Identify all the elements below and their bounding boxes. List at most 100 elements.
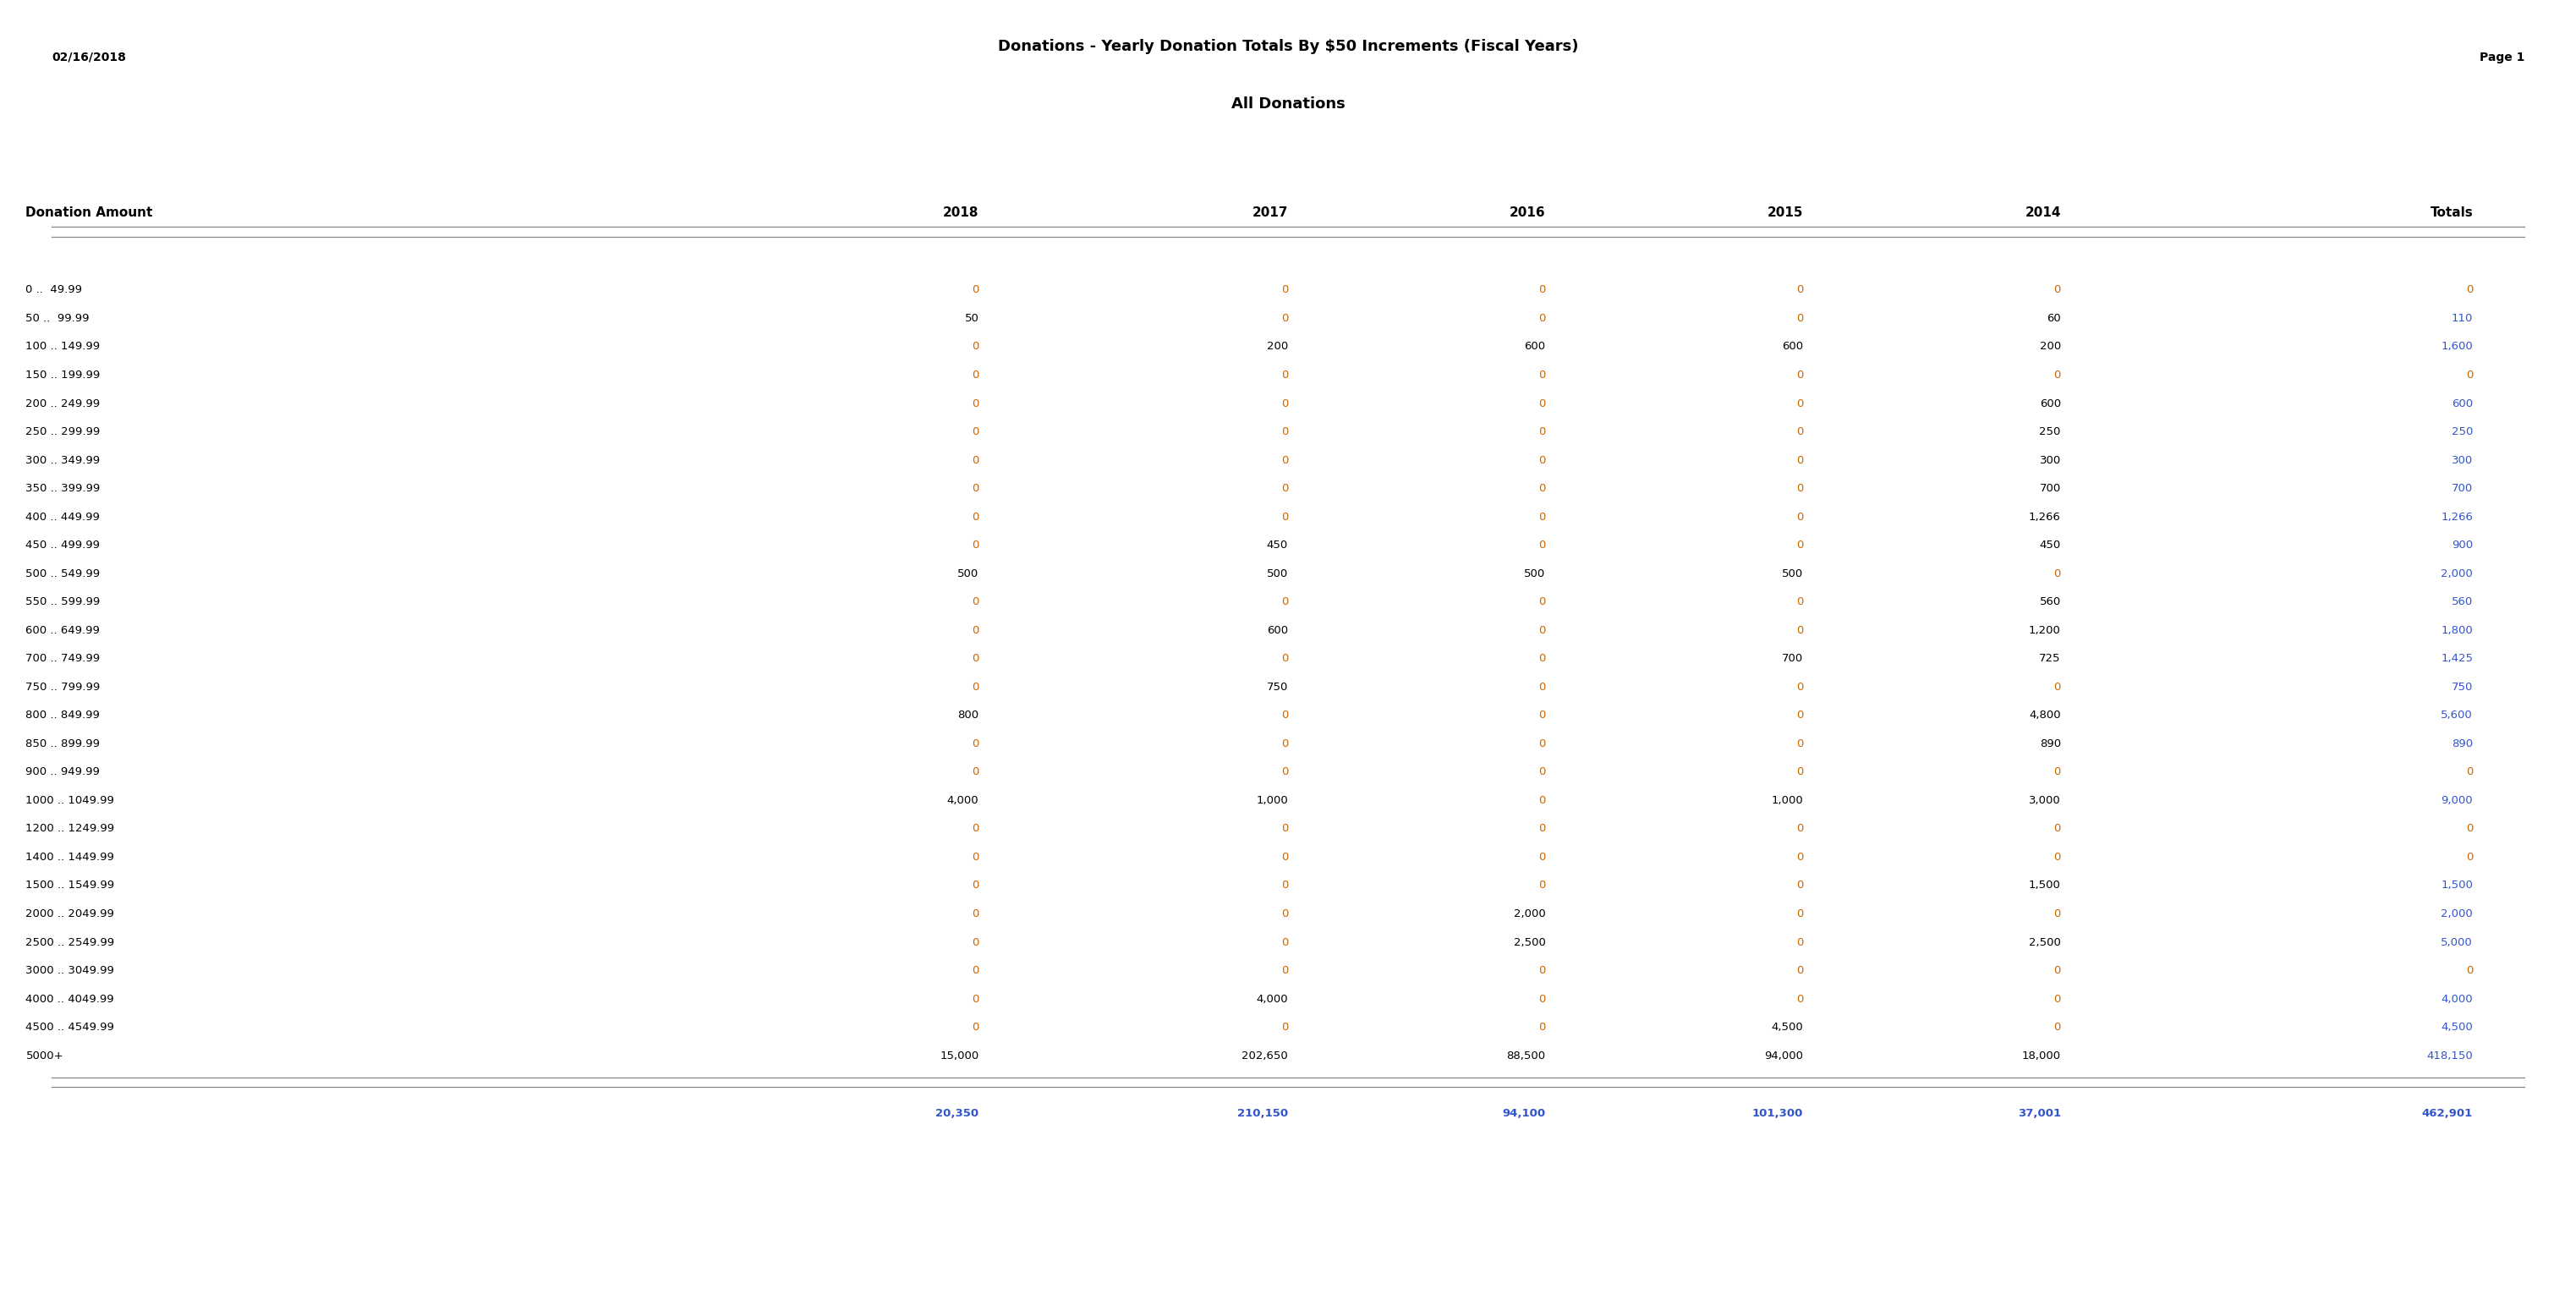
Text: 0: 0 — [1795, 965, 1803, 976]
Text: 418,150: 418,150 — [2427, 1051, 2473, 1061]
Text: 0: 0 — [1280, 398, 1288, 409]
Text: 500: 500 — [958, 568, 979, 579]
Text: 450: 450 — [1267, 540, 1288, 550]
Text: 0: 0 — [1795, 767, 1803, 777]
Text: 0: 0 — [1280, 1022, 1288, 1032]
Text: 300 .. 349.99: 300 .. 349.99 — [26, 455, 100, 465]
Text: 250: 250 — [2040, 427, 2061, 437]
Text: 0: 0 — [1538, 710, 1546, 721]
Text: 0: 0 — [1795, 398, 1803, 409]
Text: 0: 0 — [1795, 625, 1803, 635]
Text: 0: 0 — [1280, 455, 1288, 465]
Text: 2,000: 2,000 — [1515, 909, 1546, 919]
Text: 300: 300 — [2040, 455, 2061, 465]
Text: 560: 560 — [2452, 597, 2473, 607]
Text: 0: 0 — [971, 398, 979, 409]
Text: 20,350: 20,350 — [935, 1109, 979, 1119]
Text: 450: 450 — [2040, 540, 2061, 550]
Text: 0: 0 — [2465, 852, 2473, 862]
Text: 60: 60 — [2048, 313, 2061, 324]
Text: 0: 0 — [1795, 739, 1803, 749]
Text: 1,425: 1,425 — [2442, 654, 2473, 664]
Text: 850 .. 899.99: 850 .. 899.99 — [26, 739, 100, 749]
Text: 0: 0 — [1538, 313, 1546, 324]
Text: 100 .. 149.99: 100 .. 149.99 — [26, 342, 100, 352]
Text: 750: 750 — [1267, 682, 1288, 692]
Text: 0: 0 — [1280, 512, 1288, 522]
Text: 2500 .. 2549.99: 2500 .. 2549.99 — [26, 937, 116, 947]
Text: 500 .. 549.99: 500 .. 549.99 — [26, 568, 100, 579]
Text: 50: 50 — [963, 313, 979, 324]
Text: 560: 560 — [2040, 597, 2061, 607]
Text: 0: 0 — [1280, 370, 1288, 380]
Text: 500: 500 — [1783, 568, 1803, 579]
Text: 2,500: 2,500 — [2030, 937, 2061, 947]
Text: 1,600: 1,600 — [2442, 342, 2473, 352]
Text: 0: 0 — [1280, 313, 1288, 324]
Text: 0: 0 — [1280, 483, 1288, 494]
Text: 4,000: 4,000 — [2442, 994, 2473, 1004]
Text: 0: 0 — [1795, 597, 1803, 607]
Text: 0: 0 — [1795, 512, 1803, 522]
Text: Page 1: Page 1 — [2478, 52, 2524, 63]
Text: 5,600: 5,600 — [2442, 710, 2473, 721]
Text: 0: 0 — [1538, 597, 1546, 607]
Text: 0: 0 — [1795, 909, 1803, 919]
Text: 0: 0 — [2053, 682, 2061, 692]
Text: 0: 0 — [971, 625, 979, 635]
Text: 0: 0 — [1538, 512, 1546, 522]
Text: 0: 0 — [1538, 767, 1546, 777]
Text: 0: 0 — [1280, 880, 1288, 891]
Text: 0: 0 — [1538, 483, 1546, 494]
Text: 0: 0 — [1795, 427, 1803, 437]
Text: 0: 0 — [971, 455, 979, 465]
Text: 0: 0 — [971, 767, 979, 777]
Text: 0: 0 — [1795, 937, 1803, 947]
Text: 110: 110 — [2452, 313, 2473, 324]
Text: 2017: 2017 — [1252, 206, 1288, 219]
Text: 0: 0 — [1538, 455, 1546, 465]
Text: 9,000: 9,000 — [2442, 795, 2473, 806]
Text: 101,300: 101,300 — [1752, 1109, 1803, 1119]
Text: 0: 0 — [971, 370, 979, 380]
Text: 2,000: 2,000 — [2442, 909, 2473, 919]
Text: 0: 0 — [2465, 285, 2473, 295]
Text: 94,100: 94,100 — [1502, 1109, 1546, 1119]
Text: 2014: 2014 — [2025, 206, 2061, 219]
Text: 0: 0 — [1538, 285, 1546, 295]
Text: 1,266: 1,266 — [2030, 512, 2061, 522]
Text: 250 .. 299.99: 250 .. 299.99 — [26, 427, 100, 437]
Text: 450 .. 499.99: 450 .. 499.99 — [26, 540, 100, 550]
Text: 0: 0 — [971, 965, 979, 976]
Text: 550 .. 599.99: 550 .. 599.99 — [26, 597, 100, 607]
Text: 600 .. 649.99: 600 .. 649.99 — [26, 625, 100, 635]
Text: 2,000: 2,000 — [2442, 568, 2473, 579]
Text: 0: 0 — [2053, 568, 2061, 579]
Text: 1000 .. 1049.99: 1000 .. 1049.99 — [26, 795, 113, 806]
Text: 0: 0 — [971, 285, 979, 295]
Text: 0: 0 — [1795, 455, 1803, 465]
Text: 0: 0 — [1280, 965, 1288, 976]
Text: 600: 600 — [1783, 342, 1803, 352]
Text: 0: 0 — [1538, 852, 1546, 862]
Text: 725: 725 — [2040, 654, 2061, 664]
Text: 350 .. 399.99: 350 .. 399.99 — [26, 483, 100, 494]
Text: 0: 0 — [1280, 285, 1288, 295]
Text: 0: 0 — [1538, 824, 1546, 834]
Text: 0: 0 — [1538, 1022, 1546, 1032]
Text: 600: 600 — [1525, 342, 1546, 352]
Text: 1,000: 1,000 — [1257, 795, 1288, 806]
Text: 0: 0 — [1538, 795, 1546, 806]
Text: 2015: 2015 — [1767, 206, 1803, 219]
Text: 0: 0 — [971, 682, 979, 692]
Text: 0: 0 — [971, 427, 979, 437]
Text: 0: 0 — [1280, 937, 1288, 947]
Text: 4,500: 4,500 — [2442, 1022, 2473, 1032]
Text: 500: 500 — [1525, 568, 1546, 579]
Text: 4,500: 4,500 — [1772, 1022, 1803, 1032]
Text: Donation Amount: Donation Amount — [26, 206, 152, 219]
Text: 750: 750 — [2452, 682, 2473, 692]
Text: 0: 0 — [2053, 965, 2061, 976]
Text: 0: 0 — [1795, 313, 1803, 324]
Text: 0: 0 — [971, 483, 979, 494]
